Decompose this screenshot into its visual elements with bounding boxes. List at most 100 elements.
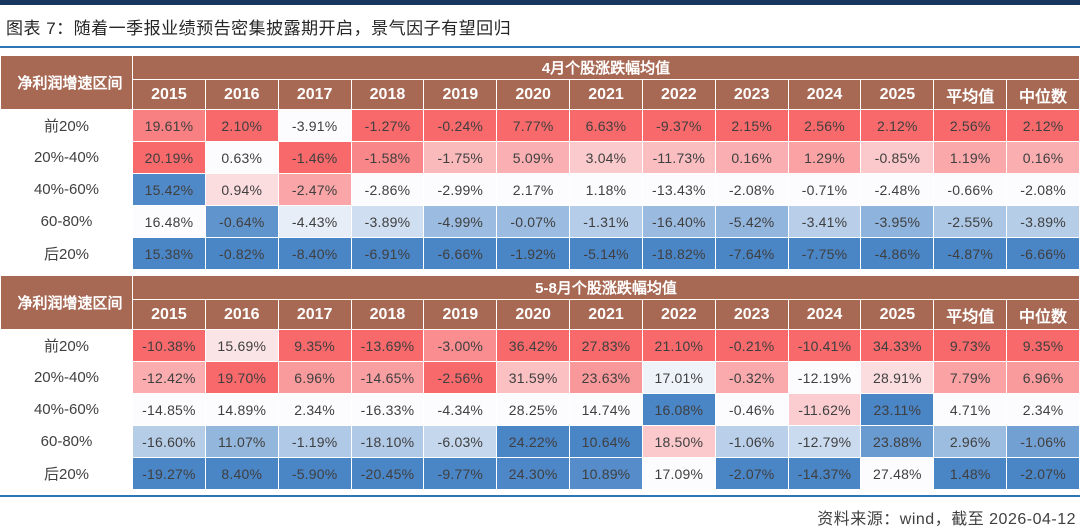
heatmap-cell: -0.71% bbox=[787, 173, 862, 206]
column-header: 2018 bbox=[350, 299, 425, 330]
table-row: 20%-40% -12.42% 19.70% 6.96% -14.65% -2.56% 31… bbox=[0, 361, 1080, 394]
heatmap-cell: 2.12% bbox=[1006, 109, 1080, 142]
column-header: 2021 bbox=[569, 79, 643, 110]
heatmap-cell: -3.89% bbox=[1006, 205, 1080, 238]
heatmap-cell: -18.10% bbox=[350, 425, 425, 458]
heatmap-table-2: 净利润增速区间 5-8月个股涨跌幅均值 2015 2016 2017 2018 2019 20… bbox=[0, 275, 1080, 490]
heatmap-cell: -3.00% bbox=[423, 329, 498, 362]
heatmap-cell: -4.87% bbox=[933, 237, 1008, 270]
heatmap-cell: 7.79% bbox=[933, 361, 1008, 394]
heatmap-cell: -0.24% bbox=[423, 109, 498, 142]
heatmap-cell: 24.30% bbox=[496, 457, 571, 490]
heatmap-cell: -7.75% bbox=[787, 237, 862, 270]
table-row: 60-80% -16.60% 11.07% -1.19% -18.10% -6.03% 24… bbox=[0, 425, 1080, 458]
heatmap-cell: -1.27% bbox=[350, 109, 425, 142]
row-label: 20%-40% bbox=[0, 361, 133, 394]
heatmap-cell: 1.19% bbox=[933, 141, 1008, 174]
heatmap-cell: -1.19% bbox=[277, 425, 352, 458]
heatmap-cell: 15.69% bbox=[204, 329, 279, 362]
column-header: 2025 bbox=[860, 299, 935, 330]
heatmap-cell: 27.48% bbox=[860, 457, 935, 490]
heatmap-cell: -10.41% bbox=[787, 329, 862, 362]
heatmap-cell: 14.74% bbox=[569, 393, 643, 426]
heatmap-cell: -14.85% bbox=[132, 393, 206, 426]
column-header: 2016 bbox=[204, 79, 279, 110]
heatmap-cell: -12.19% bbox=[787, 361, 862, 394]
table-row: 前20% 19.61% 2.10% -3.91% -1.27% -0.24% 7.77% 6.… bbox=[0, 109, 1080, 142]
heatmap-cell: 1.18% bbox=[569, 173, 643, 206]
heatmap-cell: 0.16% bbox=[1006, 141, 1080, 174]
heatmap-cell: 7.77% bbox=[496, 109, 571, 142]
heatmap-cell: -0.46% bbox=[714, 393, 789, 426]
heatmap-cell: 23.63% bbox=[569, 361, 643, 394]
heatmap-cell: -20.45% bbox=[350, 457, 425, 490]
column-header: 2018 bbox=[350, 79, 425, 110]
heatmap-cell: -11.73% bbox=[641, 141, 716, 174]
column-header: 平均值 bbox=[933, 299, 1008, 330]
heatmap-cell: 1.29% bbox=[787, 141, 862, 174]
heatmap-cell: -4.43% bbox=[277, 205, 352, 238]
column-header: 2019 bbox=[423, 299, 498, 330]
heatmap-cell: -3.41% bbox=[787, 205, 862, 238]
heatmap-cell: -6.66% bbox=[423, 237, 498, 270]
heatmap-cell: -16.40% bbox=[641, 205, 716, 238]
heatmap-cell: 9.35% bbox=[277, 329, 352, 362]
heatmap-cell: -14.37% bbox=[787, 457, 862, 490]
heatmap-cell: -2.86% bbox=[350, 173, 425, 206]
column-header: 平均值 bbox=[933, 79, 1008, 110]
heatmap-cell: 20.19% bbox=[132, 141, 206, 174]
heatmap-cell: 2.10% bbox=[204, 109, 279, 142]
heatmap-cell: -4.34% bbox=[423, 393, 498, 426]
heatmap-cell: -1.06% bbox=[714, 425, 789, 458]
heatmap-cell: 3.04% bbox=[569, 141, 643, 174]
heatmap-cell: 4.71% bbox=[933, 393, 1008, 426]
heatmap-cell: -6.91% bbox=[350, 237, 425, 270]
heatmap-cell: 11.07% bbox=[204, 425, 279, 458]
column-header: 2020 bbox=[496, 299, 571, 330]
heatmap-cell: -2.08% bbox=[1006, 173, 1080, 206]
heatmap-cell: 23.11% bbox=[860, 393, 935, 426]
heatmap-cell: -9.77% bbox=[423, 457, 498, 490]
column-header: 2023 bbox=[714, 299, 789, 330]
heatmap-cell: 36.42% bbox=[496, 329, 571, 362]
heatmap-cell: 9.35% bbox=[1006, 329, 1080, 362]
row-label: 60-80% bbox=[0, 425, 133, 458]
column-header: 2025 bbox=[860, 79, 935, 110]
heatmap-cell: 17.09% bbox=[641, 457, 716, 490]
heatmap-cell: -1.58% bbox=[350, 141, 425, 174]
heatmap-cell: -0.07% bbox=[496, 205, 571, 238]
heatmap-cell: -5.42% bbox=[714, 205, 789, 238]
table-row: 20%-40% 20.19% 0.63% -1.46% -1.58% -1.75% 5.09… bbox=[0, 141, 1080, 174]
heatmap-cell: 8.40% bbox=[204, 457, 279, 490]
heatmap-cell: -4.99% bbox=[423, 205, 498, 238]
table-group-title: 5-8月个股涨跌幅均值 bbox=[132, 275, 1080, 300]
heatmap-cell: 27.83% bbox=[569, 329, 643, 362]
table-row: 后20% -19.27% 8.40% -5.90% -20.45% -9.77% 24.30… bbox=[0, 457, 1080, 490]
heatmap-cell: 34.33% bbox=[860, 329, 935, 362]
column-header: 2022 bbox=[641, 79, 716, 110]
heatmap-cell: -10.38% bbox=[132, 329, 206, 362]
column-header: 2022 bbox=[641, 299, 716, 330]
heatmap-cell: -19.27% bbox=[132, 457, 206, 490]
row-label: 后20% bbox=[0, 457, 133, 490]
heatmap-cell: 18.50% bbox=[641, 425, 716, 458]
heatmap-cell: -13.43% bbox=[641, 173, 716, 206]
heatmap-cell: -12.79% bbox=[787, 425, 862, 458]
heatmap-cell: -6.03% bbox=[423, 425, 498, 458]
heatmap-cell: -6.66% bbox=[1006, 237, 1080, 270]
row-label: 60-80% bbox=[0, 205, 133, 238]
title-underline bbox=[0, 46, 1080, 48]
column-header: 2023 bbox=[714, 79, 789, 110]
table-row: 前20% -10.38% 15.69% 9.35% -13.69% -3.00% 36.42… bbox=[0, 329, 1080, 362]
table-group-title: 4月个股涨跌幅均值 bbox=[132, 55, 1080, 80]
heatmap-cell: -2.55% bbox=[933, 205, 1008, 238]
heatmap-cell: -7.64% bbox=[714, 237, 789, 270]
heatmap-tables-container: 净利润增速区间 4月个股涨跌幅均值 2015 2016 2017 2018 2019 2020… bbox=[0, 55, 1080, 490]
table-row: 后20% 15.38% -0.82% -8.40% -6.91% -6.66% -1.92%… bbox=[0, 237, 1080, 270]
heatmap-cell: -5.90% bbox=[277, 457, 352, 490]
heatmap-cell: -0.82% bbox=[204, 237, 279, 270]
heatmap-cell: -0.85% bbox=[860, 141, 935, 174]
table-row: 40%-60% 15.42% 0.94% -2.47% -2.86% -2.99% 2.17… bbox=[0, 173, 1080, 206]
heatmap-cell: -4.86% bbox=[860, 237, 935, 270]
heatmap-cell: -3.89% bbox=[350, 205, 425, 238]
